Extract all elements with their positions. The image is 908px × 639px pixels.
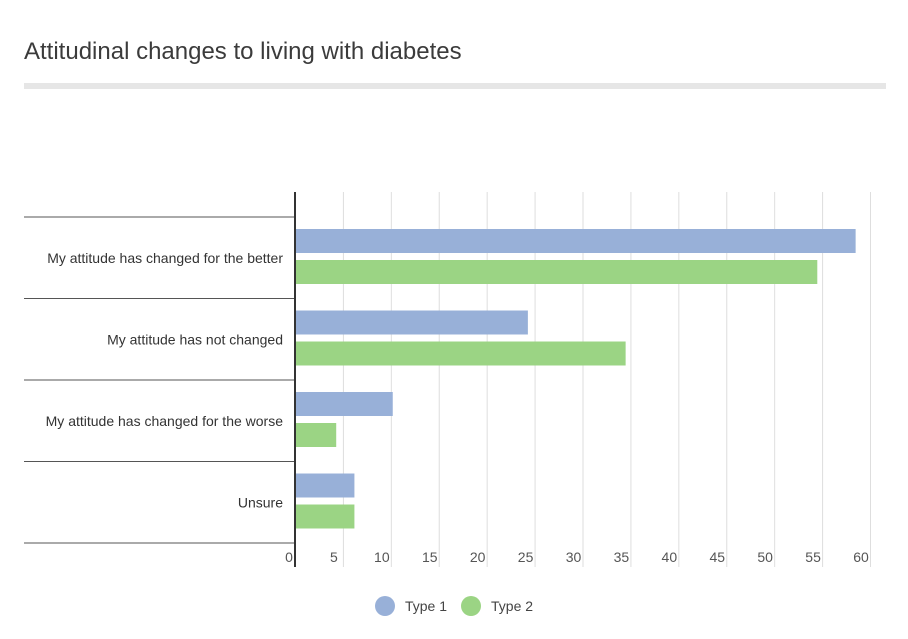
legend-item-series-1[interactable]: Type 1	[374, 596, 447, 616]
category-label: My attitude has changed for the better	[47, 250, 283, 266]
category-label: My attitude has not changed	[107, 331, 283, 347]
bar	[296, 229, 856, 253]
legend-swatch-icon	[461, 596, 481, 616]
title-divider	[24, 83, 886, 89]
legend: Type 1 Type 2	[0, 596, 908, 616]
x-tick-label: 0	[285, 549, 293, 565]
bar	[296, 310, 528, 335]
category-label: My attitude has changed for the worse	[46, 413, 284, 429]
x-tick-label: 40	[662, 549, 678, 565]
x-tick-label: 60	[853, 549, 869, 565]
x-tick-label: 25	[518, 549, 534, 565]
legend-item-series-2[interactable]: Type 2	[461, 596, 533, 616]
x-tick-label: 20	[470, 549, 486, 565]
bar	[296, 473, 355, 498]
x-tick-label: 15	[422, 549, 438, 565]
legend-label: Type 1	[404, 598, 447, 614]
x-tick-label: 10	[374, 549, 390, 565]
legend-swatch-icon	[374, 596, 395, 616]
bar-chart: My attitude has changed for the better My…	[24, 192, 871, 567]
bar	[296, 423, 337, 447]
x-tick-label: 45	[709, 549, 725, 565]
category-label: Unsure	[238, 494, 283, 510]
x-tick-label: 50	[757, 549, 773, 565]
x-tick-label: 35	[614, 549, 630, 565]
x-tick-label: 55	[805, 549, 821, 565]
x-tick-label: 5	[330, 549, 338, 565]
chart-title: Attitudinal changes to living with diabe…	[24, 38, 462, 65]
bar	[296, 260, 818, 284]
bar	[296, 341, 626, 366]
legend-label: Type 2	[491, 598, 534, 614]
x-tick-label: 30	[566, 549, 582, 565]
bar	[296, 392, 393, 416]
bar	[296, 504, 355, 529]
